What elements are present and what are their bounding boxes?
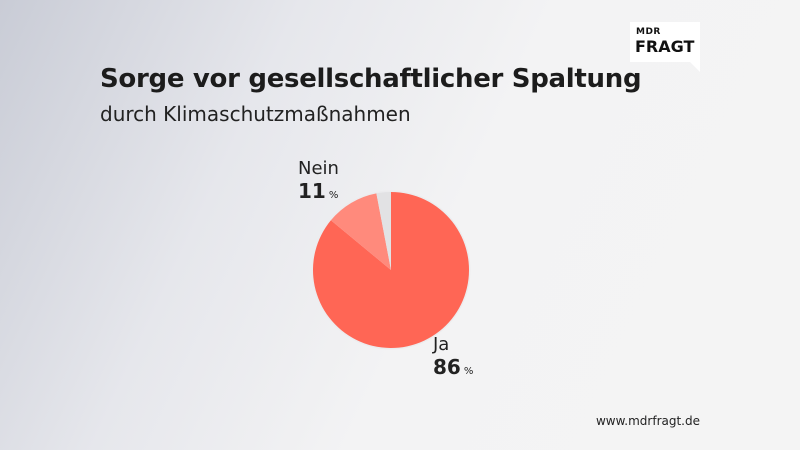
mdr-fragt-logo: MDR FRAGT: [630, 22, 700, 72]
label-ja-name: Ja: [433, 334, 450, 355]
label-ja-value: 86: [433, 355, 461, 379]
label-nein-name: Nein: [298, 158, 339, 179]
label-ja: Ja 86%: [433, 334, 473, 379]
footer-url: www.mdrfragt.de: [595, 414, 700, 428]
chart-title: Sorge vor gesellschaftlicher Spaltung: [100, 64, 642, 94]
label-ja-unit: %: [463, 366, 474, 377]
label-nein: Nein 11%: [298, 158, 339, 203]
label-nein-value: 11: [298, 179, 326, 203]
pie-slice-rest: [376, 192, 391, 270]
logo-line2: FRAGT: [635, 37, 695, 56]
pie-slice-nein: [330, 193, 391, 270]
chart-subtitle: durch Klimaschutzmaßnahmen: [100, 102, 411, 126]
pie-slice-ja: [312, 192, 469, 349]
label-nein-unit: %: [328, 190, 339, 201]
logo-line1: MDR: [636, 27, 661, 37]
